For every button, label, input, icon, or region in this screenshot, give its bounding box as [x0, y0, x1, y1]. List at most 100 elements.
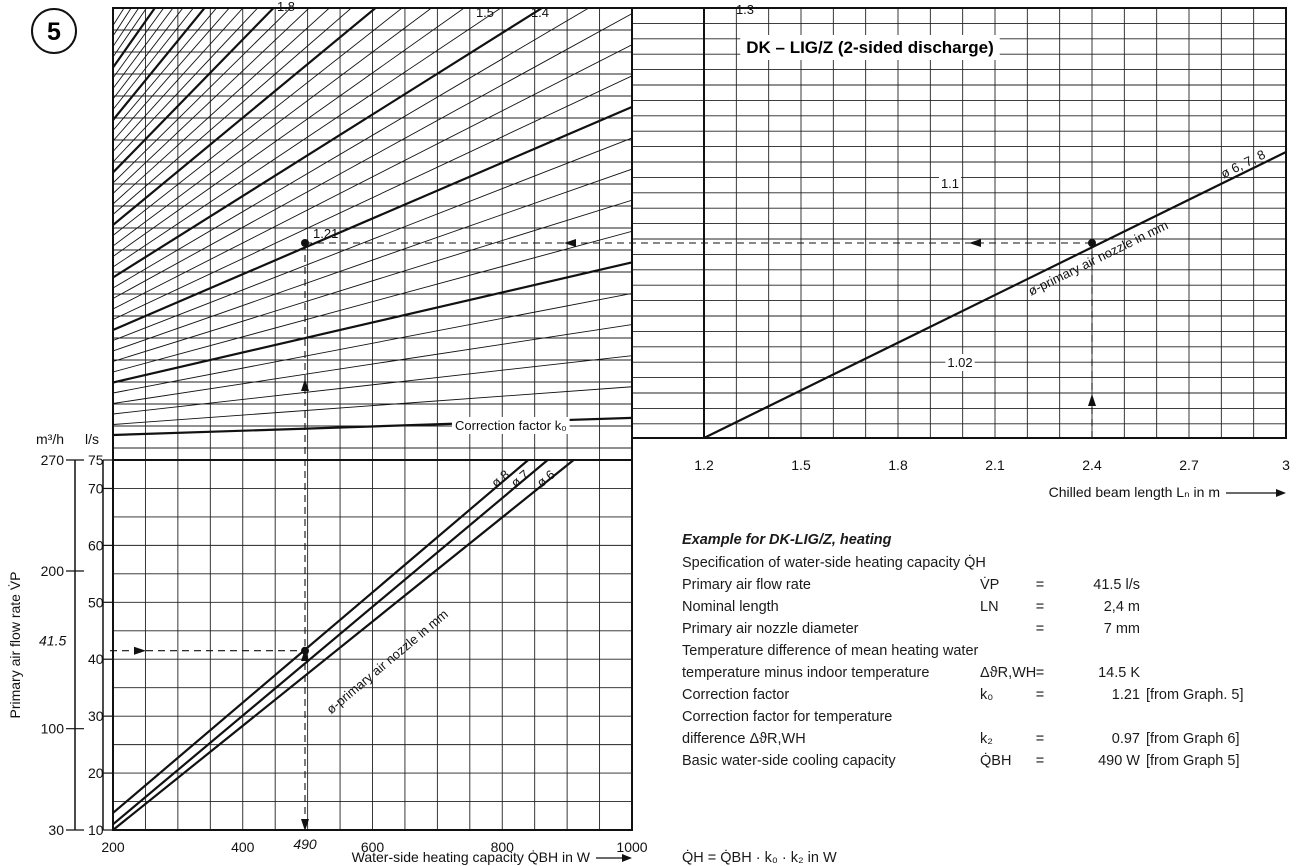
graph-number-badge: 5: [31, 8, 77, 54]
example-row-equals: =: [1035, 687, 1045, 703]
correction-factor-fan: [113, 8, 632, 437]
example-row-value: 2,4 m: [1103, 599, 1140, 615]
k0-curve: [113, 8, 502, 268]
example-row-value: 1.21: [1111, 687, 1140, 703]
k0-curve: [113, 8, 378, 226]
k0-curve: [113, 355, 632, 415]
k0-curve: [113, 44, 632, 310]
example-row-symbol: V̇P: [980, 577, 1000, 593]
y-tick-ls: 70: [88, 480, 104, 496]
example-row-equals: =: [1035, 621, 1045, 637]
example-row: difference ΔϑR,WH k₂ = 0.97 [from Graph 6]: [682, 728, 1302, 750]
panel-frame-right: [631, 7, 1287, 439]
correction-factor-label: Correction factor k₀: [455, 418, 567, 433]
example-rows: Primary air flow rate V̇P = 41.5 l/s Nominal…: [682, 574, 1302, 772]
y-tick-ls: 50: [88, 594, 104, 610]
arrow-down-490: [301, 819, 309, 831]
example-row-source: [from Graph 6]: [1146, 731, 1240, 747]
nozzle-line-lower: [112, 459, 529, 814]
arrow-length-up: [1088, 394, 1096, 406]
nozzle-lower-caption: ø-primary air nozzle in mm: [323, 606, 451, 716]
nozzle-line-right: [703, 151, 1287, 439]
k0-curve: [113, 230, 632, 373]
nozzle-lower-label: ø 6: [534, 467, 558, 490]
x-tick-capacity: 200: [101, 839, 125, 855]
panel-frame-lower-left: [112, 459, 633, 831]
point-k0: [301, 239, 309, 247]
example-row-label: temperature minus indoor temperature: [682, 665, 930, 681]
k0-curve: [113, 8, 590, 289]
example-row-label: Primary air nozzle diameter: [682, 621, 859, 637]
x-tick-length: 2.7: [1179, 457, 1199, 473]
example-row-equals: =: [1035, 753, 1045, 769]
example-row-equals: =: [1035, 599, 1045, 615]
x-axis-arrowhead-capacity: [622, 854, 632, 862]
example-spec-line: Specification of water-side heating capa…: [682, 555, 986, 571]
nozzle-lower-label: ø 7: [508, 467, 532, 491]
x-axis-title-capacity: Water-side heating capacity Q̇BH in W: [352, 849, 591, 865]
nozzle-right-caption: ø-primary air nozzle in mm: [1026, 217, 1171, 298]
nozzle-line-lower: [112, 459, 575, 831]
example-row-symbol: LN: [980, 599, 999, 615]
example-row-label: Nominal length: [682, 599, 779, 615]
y-tick-ls: 10: [88, 822, 104, 838]
y-axis-title: Primary air flow rate V̇P: [7, 571, 23, 718]
example-row-value: 7 mm: [1103, 621, 1140, 637]
k0-curve: [113, 8, 184, 100]
example-row: temperature minus indoor temperature ΔϑR,…: [682, 662, 1302, 684]
k0-curve-label: 1.5: [476, 5, 494, 20]
example-row-equals: =: [1035, 665, 1045, 681]
k0-curve: [113, 105, 632, 332]
example-row: Primary air flow rate V̇P = 41.5 l/s: [682, 574, 1302, 596]
k0-curve: [113, 8, 545, 279]
example-row-equals: =: [1035, 577, 1045, 593]
k0-curve: [113, 137, 632, 341]
k0-curve: [113, 8, 218, 131]
x-tick-capacity: 800: [491, 839, 515, 855]
example-row: Basic water-side cooling capacity Q̇BH = 49…: [682, 750, 1302, 772]
x-tick-length: 1.5: [791, 457, 811, 473]
k0-curve: [113, 8, 230, 142]
k0-curve-label: 1.1: [941, 176, 959, 191]
k0-curve-label: 1.4: [531, 5, 549, 20]
k0-curve: [113, 8, 353, 215]
example-row-symbol: k₂: [980, 731, 993, 747]
graph-number: 5: [47, 18, 61, 46]
grid-layer: [112, 7, 1287, 831]
y-tick-ls: 40: [88, 651, 104, 667]
arrow-up-upper: [301, 379, 309, 391]
x-tick-length: 2.1: [985, 457, 1005, 473]
k0-curve: [113, 8, 433, 247]
example-row: Temperature difference of mean heating w…: [682, 640, 1302, 662]
k0-curve: [113, 8, 310, 194]
y-tick-m3h: 200: [41, 563, 65, 579]
x-tick-capacity: 600: [361, 839, 385, 855]
k0-curve: [113, 75, 632, 320]
y-tick-m3h: 30: [48, 822, 64, 838]
y-tick-m3h: 270: [41, 452, 65, 468]
example-row-symbol: k₀: [980, 687, 994, 703]
example-row-value: 490 W: [1098, 753, 1140, 769]
y-tick-ls: 75: [88, 452, 104, 468]
x-tick-length: 3: [1282, 457, 1290, 473]
example-row: Correction factor k₀ = 1.21 [from Graph. 5]: [682, 684, 1302, 706]
example-row-value: 0.97: [1111, 731, 1140, 747]
k0-curve-label: 1.8: [277, 0, 295, 14]
guide-lines: [110, 239, 1096, 831]
k0-curve: [113, 13, 632, 299]
arrow-left-right-panel: [969, 239, 981, 247]
example-row-symbol: ΔϑR,WH: [980, 665, 1037, 681]
k0-curve-label: 1.3: [736, 2, 754, 17]
y-tick-ls: 60: [88, 537, 104, 553]
k0-curve: [113, 8, 331, 205]
arrow-up-lower: [301, 649, 309, 661]
x-axis-arrowhead-length: [1276, 489, 1286, 497]
chart-title: DK – LIG/Z (2-sided discharge): [746, 38, 994, 57]
point-length: [1088, 239, 1096, 247]
example-row-equals: =: [1035, 731, 1045, 747]
k0-curve: [113, 386, 632, 425]
k0-curve: [113, 8, 292, 184]
example-row-label: Correction factor: [682, 687, 790, 703]
example-row: Correction factor for temperature: [682, 706, 1302, 728]
